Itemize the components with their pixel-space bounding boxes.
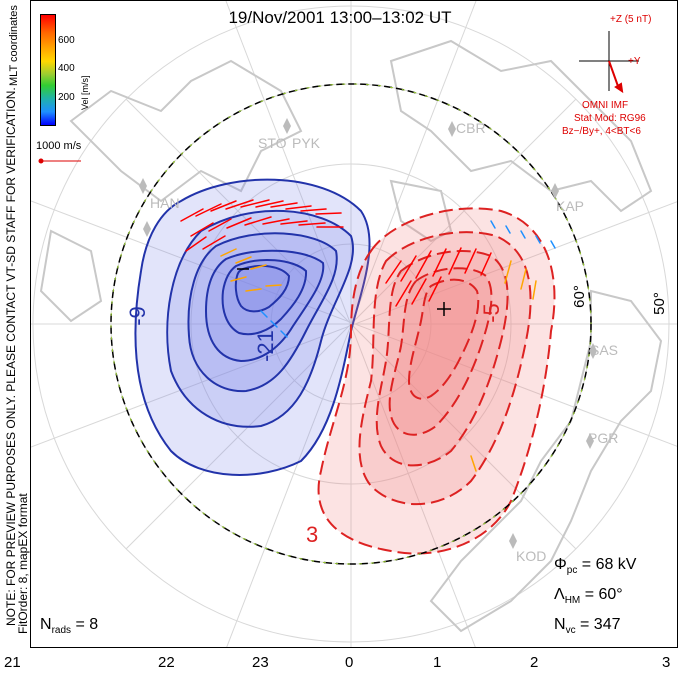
map-frame [30,0,678,648]
contour-label-neg5: -5 [478,303,504,323]
lambda-hm-stat: ΛHM = 60° [554,586,623,606]
lat-label-60: 60° [570,285,588,308]
legend-tick-600: 600 [58,35,75,46]
nrads-subscript: rads [51,625,72,637]
mlt-tick-1: 1 [433,654,442,671]
potential-max-marker [437,302,451,316]
nrads-symbol: N [40,616,52,633]
station-markers [139,118,597,549]
scale-vector-label: 1000 m/s [36,140,82,152]
mlt-tick-2: 2 [530,654,539,671]
coordinate-label: MLT coordinates [8,5,20,86]
lambda-symbol: Λ [554,586,565,603]
phi-value: = 68 kV [577,556,637,573]
phi-symbol: Φ [554,556,567,573]
velocity-legend [40,14,56,126]
negative-cell [134,178,371,476]
velocity-vectors [180,199,556,472]
nvc-value: = 347 [575,616,621,633]
legend-color-bar [41,15,55,125]
station-label-kod: KOD [516,548,547,564]
nrads-value: = 8 [71,616,99,633]
fit-order-label: FitOrder: 8, mapEX format [16,493,30,634]
lambda-value: = 60° [580,586,623,603]
legend-label: Vel [m/s] [80,75,90,110]
imf-source-label: OMNI IMF [582,100,629,111]
vector-group-dusk-inner [220,248,282,292]
vector-group-dawn [385,247,492,307]
page-title: 19/Nov/2001 13:00–13:02 UT [228,8,452,27]
phi-subscript: pc [566,565,578,577]
contour-label-3: 3 [306,522,319,547]
station-label-cbr: CBR [456,120,486,136]
station-label-pgr: PGR [588,430,619,446]
station-label-kap: KAP [556,198,585,214]
convection-map [31,1,677,647]
station-label-sto: STO [258,135,287,151]
station-label-han: HAN [150,195,180,211]
imf-z-label: +Z (5 nT) [610,14,652,25]
legend-tick-200: 200 [58,92,75,103]
nvc-stat: Nvc = 347 [554,616,621,636]
imf-y-label: +Y [628,56,641,67]
phi-pc-stat: Φpc = 68 kV [554,556,636,576]
contour-label-neg9: -9 [124,306,150,326]
lat-label-50: 50° [650,292,668,315]
imf-condition-label: Bz−/By+, 4<BT<6 [562,126,641,137]
lambda-subscript: HM [564,595,581,607]
hm-boundary-vectors [110,83,592,565]
station-label-pyk: PYK [292,135,321,151]
nrads-stat: Nrads = 8 [40,616,98,636]
mlt-tick-22: 22 [158,654,175,671]
positive-cell [317,207,556,555]
imf-model-label: Stat Mod: RG96 [574,113,646,124]
mlt-tick-0: 0 [345,654,354,671]
mlt-tick-23: 23 [252,654,269,671]
vector-group-dawn-outer [470,260,537,472]
mlt-tick-3: 3 [662,654,671,671]
vector-group-slow [260,220,556,338]
contour-label-neg21: -21 [252,330,278,362]
vector-group-dusk [180,199,344,252]
nvc-subscript: vc [565,625,576,637]
imf-vector [608,60,624,94]
station-label-sas: SAS [590,342,619,358]
legend-tick-400: 400 [58,63,75,74]
mlt-tick-21: 21 [4,654,21,671]
scale-vector [38,158,81,164]
nvc-symbol: N [554,616,566,633]
